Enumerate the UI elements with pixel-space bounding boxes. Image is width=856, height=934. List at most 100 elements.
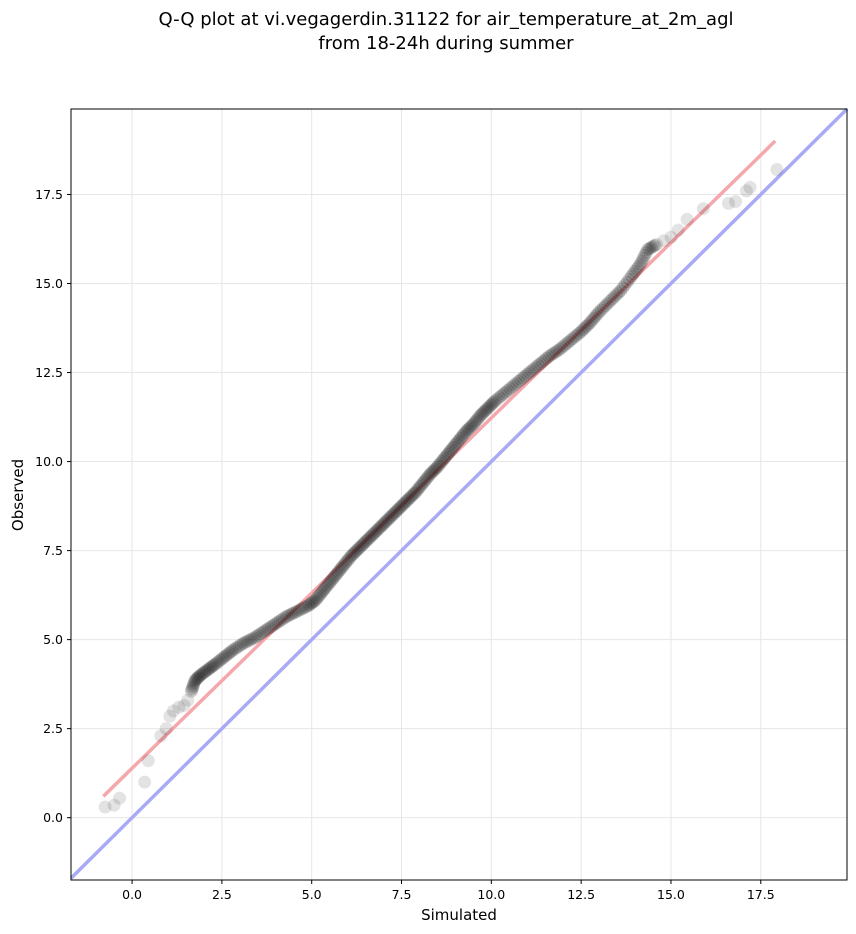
- reference-line-1to1: [69, 107, 849, 880]
- quantile-point-38-3: [399, 495, 413, 509]
- quantile-point-6: [159, 722, 173, 736]
- fit-line-layer: [102, 139, 777, 798]
- quantile-point-34-2: [369, 525, 383, 539]
- grid: [71, 109, 847, 880]
- quantile-point-43: [430, 460, 444, 474]
- quantile-point-27-1: [317, 583, 331, 597]
- quantile-point-15: [201, 663, 215, 677]
- quantile-points: [98, 163, 784, 814]
- quantile-point-23-4: [288, 605, 302, 619]
- quantile-point-64-1: [626, 267, 640, 281]
- quantile-point-56-4: [550, 344, 564, 358]
- quantile-point-23: [280, 609, 294, 623]
- quantile-point-48-2: [469, 414, 483, 428]
- quantile-point-5: [154, 729, 168, 743]
- quantile-point-51-3: [494, 389, 508, 403]
- quantile-point-35-4: [379, 515, 393, 529]
- quantile-point-22-2: [273, 614, 287, 628]
- quantile-point-41-1: [418, 474, 432, 488]
- quantile-point-23-2: [284, 607, 298, 621]
- quantile-point-56: [542, 350, 556, 364]
- quantile-point-15-3: [205, 660, 219, 674]
- quantile-point-50-1: [482, 400, 496, 414]
- quantile-point-22-3: [275, 612, 289, 626]
- quantile-point-30-1: [338, 556, 352, 570]
- quantile-point-63-2: [618, 278, 632, 292]
- quantile-point-45-3: [449, 437, 463, 451]
- quantile-point-43-1: [432, 458, 446, 472]
- quantile-point-29-1: [331, 565, 345, 579]
- y-tick-label-3: 7.5: [43, 543, 63, 558]
- quantile-point-14: [193, 668, 207, 682]
- quantile-point-25-3: [305, 596, 319, 610]
- quantile-point-60: [583, 316, 597, 330]
- quantile-point-38: [395, 499, 409, 513]
- quantile-point-57-2: [557, 339, 571, 353]
- quantile-point-30: [337, 558, 351, 572]
- quantile-point-54-1: [522, 366, 536, 380]
- quantile-point-33-4: [364, 529, 378, 543]
- quantile-point-29-3: [334, 561, 348, 575]
- fit-line: [102, 139, 777, 798]
- quantile-point-61-2: [596, 301, 610, 315]
- quantile-point-29: [330, 567, 344, 581]
- quantile-point-60-4: [590, 307, 604, 321]
- quantile-point-42: [423, 467, 437, 481]
- quantile-point-20-1: [249, 629, 263, 643]
- quantile-point-28-3: [327, 570, 341, 584]
- quantile-point-14-2: [196, 666, 210, 680]
- quantile-point-67: [650, 237, 664, 251]
- x-tick-label-2: 5.0: [302, 887, 322, 902]
- quantile-point-28: [323, 576, 337, 590]
- quantile-point-42-2: [426, 464, 440, 478]
- quantile-point-55: [531, 358, 545, 372]
- quantile-point-27: [315, 585, 329, 599]
- x-tick-label-1: 2.5: [212, 887, 232, 902]
- quantile-point-39: [402, 492, 416, 506]
- quantile-point-45: [445, 442, 459, 456]
- quantile-point-34-3: [370, 523, 384, 537]
- quantile-point-15-2: [203, 661, 217, 675]
- quantile-point-26-3: [313, 588, 327, 602]
- chart-title-line-1: Q-Q plot at vi.vegagerdin.31122 for air_…: [159, 9, 734, 30]
- quantile-point-42-1: [425, 466, 439, 480]
- quantile-point-40-1: [410, 483, 424, 497]
- quantile-point-17-1: [218, 649, 232, 663]
- quantile-point-27-2: [318, 581, 332, 595]
- quantile-point-43-4: [436, 453, 450, 467]
- quantile-point-46: [452, 433, 466, 447]
- quantile-point-57: [553, 342, 567, 356]
- quantile-point-27-4: [321, 577, 335, 591]
- quantile-point-30-4: [343, 551, 357, 565]
- quantile-point-49: [474, 408, 488, 422]
- quantile-point-25: [301, 599, 315, 613]
- quantile-point-42-3: [428, 463, 442, 477]
- quantile-point-24-1: [292, 603, 306, 617]
- quantile-point-61-4: [601, 296, 615, 310]
- y-tick-label-1: 2.5: [43, 721, 63, 736]
- quantile-point-41-3: [420, 471, 434, 485]
- quantile-point-70: [671, 223, 685, 237]
- quantile-point-26-1: [310, 592, 324, 606]
- quantile-point-49-4: [479, 403, 493, 417]
- quantile-point-15-4: [206, 659, 220, 673]
- x-tick-label-3: 7.5: [392, 887, 412, 902]
- quantile-point-11: [181, 693, 195, 707]
- quantile-point-35-3: [377, 516, 391, 530]
- x-tick-label-0: 0.0: [122, 887, 142, 902]
- quantile-point-12-4: [187, 676, 201, 690]
- quantile-point-35: [373, 520, 387, 534]
- quantile-point-63-4: [622, 272, 636, 286]
- quantile-point-60-1: [585, 314, 599, 328]
- x-tick-label-7: 17.5: [747, 887, 775, 902]
- quantile-point-4: [141, 754, 155, 768]
- quantile-point-14-1: [195, 667, 209, 681]
- quantile-point-61-3: [599, 299, 613, 313]
- quantile-point-40: [409, 485, 423, 499]
- quantile-point-64-3: [630, 262, 644, 276]
- quantile-point-37-1: [389, 505, 403, 519]
- plot-area-frame: [70, 108, 848, 881]
- quantile-point-44-1: [439, 449, 453, 463]
- quantile-point-12-1: [185, 682, 199, 696]
- quantile-point-36: [380, 513, 394, 527]
